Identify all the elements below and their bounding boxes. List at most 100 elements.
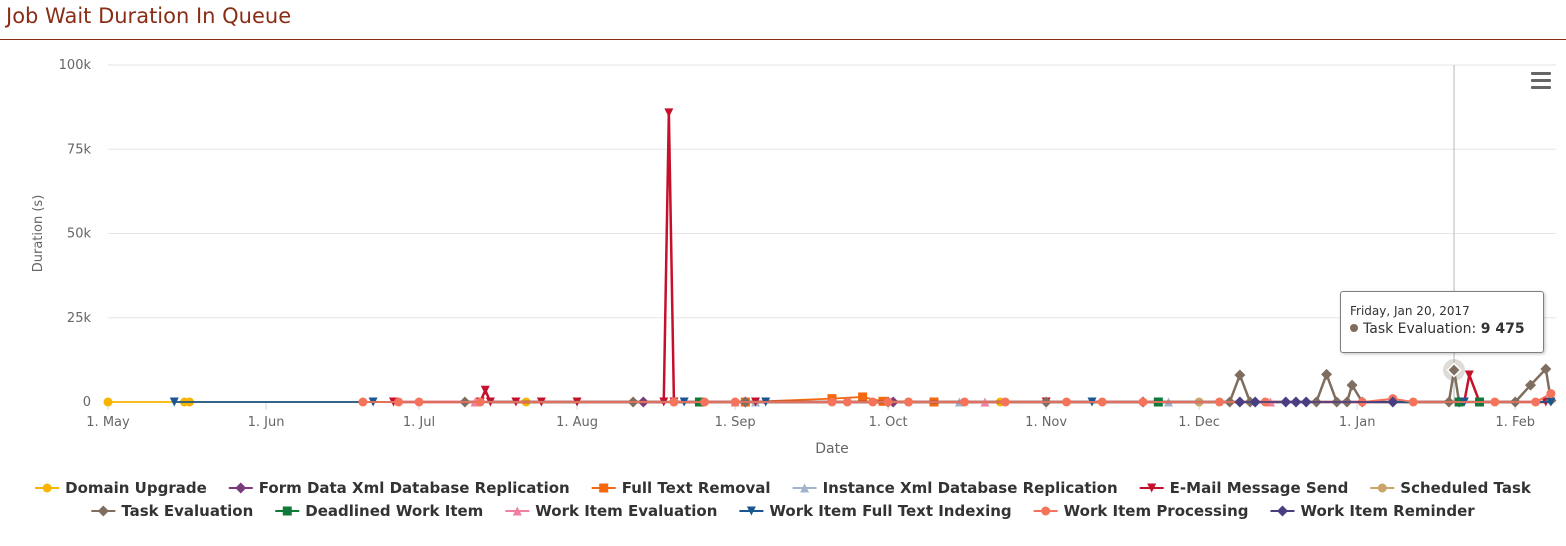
legend-symbol [282,506,292,516]
data-point[interactable] [1138,397,1148,407]
y-tick-label: 100k [59,58,92,73]
data-point[interactable] [1546,389,1556,399]
x-tick-label: 1. Jan [1339,415,1376,430]
data-point[interactable] [960,397,970,407]
data-point[interactable] [858,392,868,402]
legend-item[interactable]: Form Data Xml Database Replication [228,479,570,497]
x-tick-label: 1. Jun [248,415,285,430]
data-point[interactable] [1531,397,1541,407]
legend-symbol [97,505,109,517]
data-point[interactable] [1464,370,1474,380]
legend-item[interactable]: Work Item Processing [1033,502,1249,520]
data-point[interactable] [868,397,878,407]
legend-label: Scheduled Task [1400,479,1532,497]
data-point[interactable] [1525,379,1537,391]
chart-menu-icon[interactable] [1531,72,1551,89]
data-point[interactable] [1408,397,1418,407]
data-point[interactable] [842,397,852,407]
x-tick-label: 1. Jul [403,415,435,430]
data-point[interactable] [664,108,674,118]
legend-symbol [1041,506,1051,516]
legend-item[interactable]: Scheduled Task [1370,479,1532,497]
tooltip-line: Task Evaluation: 9 475 [1350,321,1525,337]
data-point[interactable] [358,397,368,407]
tooltip-series-dot [1350,324,1358,332]
legend-item[interactable]: E-Mail Message Send [1139,479,1349,497]
data-point[interactable] [1234,369,1246,381]
legend-item[interactable]: Full Text Removal [591,479,771,497]
legend-label: E-Mail Message Send [1170,479,1349,497]
legend-symbol [512,506,522,516]
data-point[interactable] [1097,397,1107,407]
data-point[interactable] [394,397,404,407]
legend-item[interactable]: Instance Xml Database Replication [792,479,1118,497]
chart-tooltip: Friday, Jan 20, 2017 Task Evaluation: 9 … [1340,291,1544,353]
x-tick-label: 1. Sep [715,415,756,430]
data-point[interactable] [1249,396,1261,408]
data-point[interactable] [1214,397,1224,407]
data-point[interactable] [103,397,113,407]
y-tick-label: 75k [67,142,92,157]
legend-symbol [599,483,609,493]
data-point[interactable] [1546,397,1556,407]
y-tick-label: 0 [83,395,91,410]
legend: Domain Upgrade Form Data Xml Database Rep… [35,479,1532,520]
data-point[interactable] [475,397,485,407]
legend-symbol [1276,505,1288,517]
data-point[interactable] [1490,397,1500,407]
legend-item[interactable]: Domain Upgrade [35,479,207,497]
data-point[interactable] [1280,396,1292,408]
data-point[interactable] [903,397,913,407]
series-layer [103,108,1557,408]
data-point[interactable] [480,385,490,395]
legend-label: Work Item Evaluation [535,502,717,520]
data-point[interactable] [1000,397,1010,407]
data-point[interactable] [669,397,679,407]
tooltip-value: 9 475 [1480,321,1525,337]
legend-symbol [1377,483,1387,493]
legend-label: Work Item Reminder [1300,502,1475,520]
data-point[interactable] [883,397,893,407]
legend-item[interactable]: Work Item Evaluation [505,502,717,520]
x-tick-label: 1. Feb [1495,415,1535,430]
legend-item[interactable]: Work Item Full Text Indexing [739,502,1012,520]
data-point[interactable] [1300,396,1312,408]
data-point[interactable] [1540,363,1552,375]
legend-symbol [235,482,247,494]
data-point[interactable] [1234,396,1246,408]
legend-label: Domain Upgrade [65,479,207,497]
data-point[interactable] [1346,379,1358,391]
data-point[interactable] [1062,397,1072,407]
series-line[interactable] [464,367,1553,404]
legend-label: Instance Xml Database Replication [823,479,1118,497]
x-tick-label: 1. Nov [1025,415,1067,430]
legend-item[interactable]: Work Item Reminder [1270,502,1475,520]
legend-label: Deadlined Work Item [305,502,483,520]
legend-item[interactable]: Task Evaluation [91,502,253,520]
x-tick-label: 1. May [86,415,130,430]
hovered-data-point[interactable] [1446,362,1462,378]
chart: 0 25k 50k 75k 100k 1. May 1. Jun 1. Jul 1. Aug 1.… [31,58,1557,520]
legend-symbol [42,483,52,493]
legend-symbol [800,483,810,493]
data-point[interactable] [1321,368,1333,380]
legend-item[interactable]: Deadlined Work Item [275,502,483,520]
data-point[interactable] [414,397,424,407]
grid [108,64,1556,403]
legend-label: Full Text Removal [622,479,771,497]
legend-symbol [1147,483,1157,493]
data-point[interactable] [730,397,740,407]
legend-symbol [746,506,756,516]
data-point[interactable] [700,397,710,407]
data-point[interactable] [1387,396,1399,408]
series-line[interactable] [393,111,1546,404]
x-tick-label: 1. Aug [556,415,598,430]
tooltip-date: Friday, Jan 20, 2017 [1350,304,1470,318]
x-axis-label: Date [815,441,848,457]
y-tick-label: 25k [67,311,92,326]
data-point[interactable] [827,397,837,407]
tooltip-series-name: Task Evaluation [1363,321,1472,337]
data-point[interactable] [1290,396,1302,408]
x-tick-label: 1. Dec [1178,415,1220,430]
data-point[interactable] [169,397,179,407]
